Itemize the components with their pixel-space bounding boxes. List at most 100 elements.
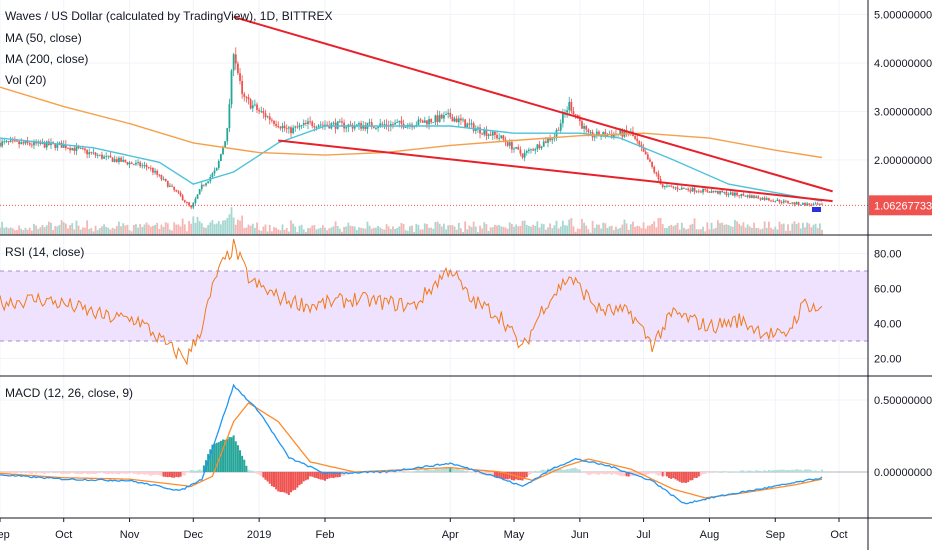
volume-bar [561,220,564,235]
candle-body [143,164,146,166]
legend-volume[interactable]: Vol (20) [5,73,46,87]
upper-trendline [233,15,833,193]
volume-bar [487,230,490,235]
candle-body [156,170,159,175]
histogram-bar [313,471,316,478]
volume-bar [676,222,679,235]
volume-bar [296,232,299,235]
volume-bar [213,224,216,235]
volume-bar [245,227,248,235]
legend-ma50[interactable]: MA (50, close) [5,31,82,45]
time-tick-label: Feb [315,529,334,541]
histogram-bar [695,471,698,478]
volume-bar [268,224,271,235]
macd-legend[interactable]: MACD (12, 26, close, 9) [5,386,133,400]
histogram-bar [175,471,178,477]
volume-bar [302,229,305,235]
volume-bar [496,225,498,235]
candle-body [190,205,193,208]
volume-bar [409,226,411,235]
last-price-value: 1.06267733 [874,200,932,212]
histogram-bar [513,471,516,481]
macd-axis[interactable]: 0.50000000 0.00000000 [874,395,932,479]
candle-body [230,70,233,105]
trendlines[interactable] [233,15,833,203]
volume-bar [0,227,1,235]
histogram-bar [621,471,624,477]
histogram-bar [617,471,620,476]
rsi-legend[interactable]: RSI (14, close) [5,245,84,259]
histogram-bar [147,471,150,476]
candle-body [281,125,284,129]
histogram-bar [5,471,8,474]
histogram-bar [126,471,129,474]
histogram-bar [256,471,259,474]
histogram-bar [784,470,787,472]
histogram-bar [139,471,142,475]
candle-body [158,174,161,176]
candle-body [358,123,360,125]
histogram-bar [287,471,290,496]
volume-bar [196,216,199,235]
histogram-bar [487,471,490,476]
volume-bar [203,227,205,235]
candle-body [105,156,108,157]
histogram-bar [523,471,526,479]
volume-bar [443,223,445,235]
histogram-bar [328,471,331,479]
histogram-bar [476,471,479,473]
histogram-bar [474,471,477,474]
volume-bar [81,227,84,235]
histogram-bar [459,469,462,472]
volume-bar [793,221,796,235]
histogram-bar [453,469,456,472]
histogram-bar [804,469,807,472]
candle-body [515,147,518,149]
candle-body [646,154,649,160]
volume-bar [640,228,643,235]
histogram-bar [251,470,254,472]
candle-body [795,202,798,205]
histogram-bar [602,471,605,475]
price-axis[interactable]: 5.00000000 4.00000000 3.00000000 2.00000000 [874,10,932,167]
volume-bar [799,228,802,235]
volume-bar [470,226,473,235]
volume-bar [226,217,229,235]
candle-body [5,141,8,142]
histogram-bar [559,469,562,472]
legend-ma200[interactable]: MA (200, close) [5,52,88,66]
volume-bar [158,229,161,235]
candle-body [71,147,74,151]
candle-body [483,130,486,135]
volume-bar [706,222,709,235]
volume-bar [381,228,384,235]
volume-bar [398,226,401,235]
candle-body [530,149,532,151]
candle-body [770,200,772,202]
volume-bar [394,229,396,235]
candle-body [381,123,384,125]
candle-body [598,131,600,137]
histogram-bar [672,471,675,479]
volume-bar [300,224,303,235]
histogram-bar [757,470,760,472]
candle-body [489,134,492,136]
candle-body [491,131,494,136]
histogram-bar [721,471,724,472]
rsi-axis[interactable]: 80.00 60.00 40.00 20.00 [874,249,902,366]
candle-body [653,166,656,173]
histogram-bar [712,471,715,473]
volume-bar [277,229,280,235]
volume-bar [236,219,239,235]
volume-bar [638,226,641,235]
volume-bar [128,230,131,235]
candle-body [370,122,373,128]
volume-bar [670,224,673,235]
candle-body [572,111,575,115]
candle-body [432,122,435,123]
volume-bar [137,227,139,235]
position-marker[interactable] [812,207,821,212]
volume-bar [447,225,450,235]
time-axis[interactable]: Sep Oct Nov Dec 2019 Feb Apr May Jun Jul Aug Sep Oct [0,518,848,541]
